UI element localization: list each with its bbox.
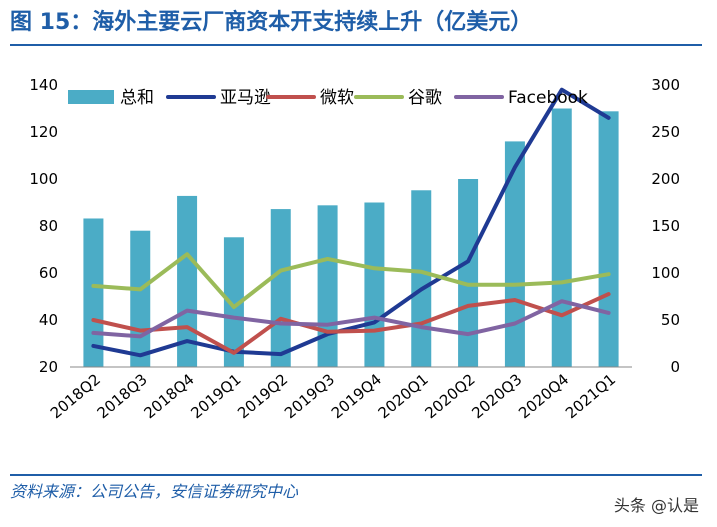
left-tick-label: 20 — [39, 358, 58, 376]
line-series-4 — [91, 299, 611, 339]
right-tick-label: 100 — [651, 264, 680, 282]
x-tick-label: 2021Q1 — [562, 370, 619, 422]
left-tick-label: 40 — [39, 311, 58, 329]
right-tick-label: 150 — [651, 217, 680, 235]
legend: 总和 亚马逊 微软 谷歌 Facebook — [68, 88, 588, 108]
bar-2021Q1 — [598, 111, 619, 367]
legend-label: 谷歌 — [408, 88, 442, 108]
legend-label: 微软 — [320, 88, 354, 108]
line-series-2 — [91, 292, 611, 355]
legend-swatch — [68, 90, 114, 104]
bar-2020Q4 — [551, 108, 572, 367]
right-tick-label: 0 — [670, 358, 680, 376]
x-axis: 2018Q22018Q32018Q42019Q12019Q22019Q32019… — [47, 366, 632, 422]
x-tick-label: 2020Q2 — [421, 370, 478, 422]
left-y-axis: 20 40 60 80 100 120 140 — [29, 76, 58, 376]
legend-label: 总和 — [120, 88, 154, 108]
bar-2020Q3 — [504, 141, 525, 367]
left-tick-label: 60 — [39, 264, 58, 282]
source-note: 资料来源：公司公告，安信证券研究中心 — [10, 482, 299, 501]
legend-label: 亚马逊 — [220, 88, 271, 108]
line-series-3 — [91, 252, 611, 310]
line-series-1 — [91, 87, 611, 358]
bar-2018Q4 — [177, 195, 198, 367]
bar-2018Q3 — [130, 230, 151, 367]
right-tick-label: 50 — [661, 311, 680, 329]
x-tick-label: 2020Q3 — [468, 370, 525, 422]
x-tick-label: 2018Q3 — [94, 370, 151, 422]
right-tick-label: 300 — [651, 76, 680, 94]
bar-2019Q1 — [223, 237, 244, 367]
line-series-group — [91, 87, 611, 358]
left-tick-label: 100 — [29, 170, 58, 188]
right-tick-label: 250 — [651, 123, 680, 141]
bar-2019Q3 — [317, 205, 338, 367]
right-y-axis: 0 50 100 150 200 250 300 — [651, 76, 680, 376]
left-tick-label: 120 — [29, 123, 58, 141]
bar-series — [83, 108, 619, 367]
bar-2019Q2 — [270, 209, 291, 367]
bar-2020Q1 — [411, 190, 432, 367]
x-tick-label: 2020Q1 — [375, 370, 432, 422]
legend-label: Facebook — [508, 88, 588, 108]
x-tick-label: 2019Q3 — [281, 370, 338, 422]
bar-2019Q4 — [364, 202, 385, 367]
x-tick-label: 2018Q4 — [140, 370, 197, 422]
title-divider — [10, 44, 702, 46]
x-tick-label: 2019Q1 — [187, 370, 244, 422]
watermark: 头条 @认是 — [613, 496, 699, 515]
x-tick-label: 2019Q2 — [234, 370, 291, 422]
x-tick-label: 2020Q4 — [515, 370, 572, 422]
left-tick-label: 80 — [39, 217, 58, 235]
chart-title: 图 15：海外主要云厂商资本开支持续上升（亿美元） — [10, 10, 533, 35]
x-tick-label: 2018Q2 — [47, 370, 104, 422]
bar-2020Q2 — [458, 179, 479, 367]
bar-2018Q2 — [83, 218, 104, 367]
source-divider — [10, 474, 702, 476]
left-tick-label: 140 — [29, 76, 58, 94]
right-tick-label: 200 — [651, 170, 680, 188]
x-tick-label: 2019Q4 — [328, 370, 385, 422]
